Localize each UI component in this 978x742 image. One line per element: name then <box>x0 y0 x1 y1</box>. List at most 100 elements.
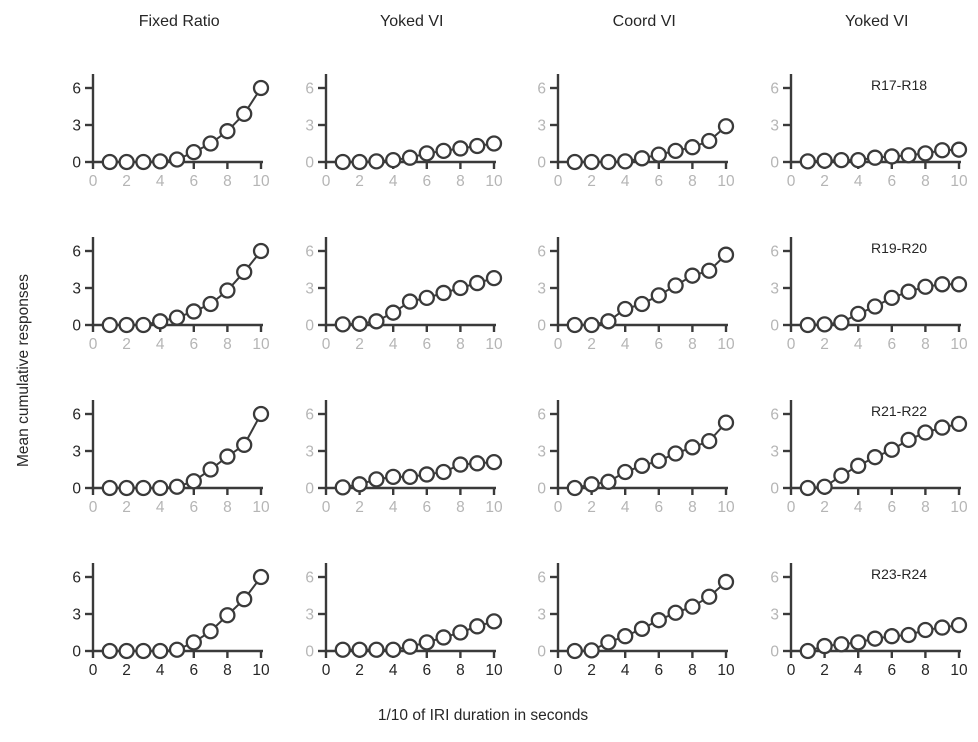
data-point <box>916 278 934 295</box>
data-point <box>600 634 617 651</box>
data-line <box>110 576 263 652</box>
x-tick-label: 4 <box>156 173 165 190</box>
data-line <box>807 283 959 326</box>
data-point <box>253 79 270 97</box>
data-point <box>236 263 253 281</box>
y-tick-label: 0 <box>73 644 82 661</box>
data-point <box>634 150 651 167</box>
data-point <box>468 137 486 155</box>
data-point <box>866 449 883 466</box>
x-tick-label: 0 <box>89 173 98 190</box>
chart-svg: 0 3 6 0 2 4 6 8 10 <box>305 400 503 516</box>
data-point <box>351 476 368 493</box>
data-point <box>118 316 135 334</box>
subplot-row3-col3: 0 3 6 0 2 4 6 8 10 <box>513 370 746 533</box>
y-tick-label: 6 <box>73 407 82 424</box>
data-point <box>135 153 152 171</box>
data-point <box>185 634 203 651</box>
data-point <box>219 123 236 140</box>
data-point <box>118 479 135 497</box>
x-tick-label: 8 <box>688 662 697 679</box>
data-point <box>900 147 917 164</box>
x-tick-label: 10 <box>950 662 968 679</box>
x-tick-label: 6 <box>422 173 431 190</box>
data-point <box>900 626 917 644</box>
y-tick-label: 3 <box>73 444 82 461</box>
data-point <box>718 414 735 431</box>
y-tick-label: 3 <box>305 607 314 624</box>
x-tick-label: 2 <box>588 662 597 679</box>
chart-svg: 0 3 6 0 2 4 6 8 10 R23-R24 <box>770 563 968 679</box>
x-tick-label: 10 <box>253 499 271 516</box>
x-tick-label: 6 <box>190 499 199 516</box>
data-point <box>799 642 816 660</box>
data-point <box>849 152 867 169</box>
subplot-row4-col1: 0 3 6 0 2 4 6 8 10 <box>48 533 281 696</box>
x-tick-label: 6 <box>422 336 431 353</box>
y-tick-label: 6 <box>73 81 82 98</box>
x-tick-label: 2 <box>123 662 132 679</box>
x-tick-label: 10 <box>485 662 503 679</box>
data-line <box>342 620 495 651</box>
data-point <box>933 419 951 436</box>
data-point <box>833 636 850 653</box>
data-point <box>933 619 951 636</box>
x-tick-label: 0 <box>89 336 98 353</box>
x-tick-label: 10 <box>253 662 271 679</box>
data-point <box>368 153 385 170</box>
x-axis-label: 1/10 of IRI duration in seconds <box>377 707 589 724</box>
x-tick-label: 8 <box>223 662 232 679</box>
data-point <box>219 282 236 299</box>
x-tick-label: 8 <box>921 173 930 190</box>
data-point <box>435 142 452 160</box>
x-tick-label: 10 <box>253 336 271 353</box>
data-point <box>401 638 418 655</box>
data-point <box>667 277 685 294</box>
data-point <box>950 276 967 293</box>
y-tick-label: 3 <box>305 118 314 135</box>
x-tick-label: 4 <box>389 662 398 679</box>
data-point <box>368 471 385 488</box>
data-point <box>566 479 584 497</box>
data-point <box>169 641 186 658</box>
data-point <box>900 283 917 300</box>
data-point <box>718 118 735 135</box>
subplot-row1-col4: 0 3 6 0 2 4 6 8 10 R17-R18 <box>746 44 978 207</box>
x-tick-label: 2 <box>123 173 132 190</box>
y-tick-label: 0 <box>538 155 547 172</box>
data-point <box>418 289 435 307</box>
data-point <box>617 628 634 645</box>
data-point <box>900 431 917 449</box>
data-points <box>101 79 270 171</box>
data-line <box>807 148 959 163</box>
x-tick-label: 6 <box>655 336 664 353</box>
data-point <box>866 298 883 315</box>
chart-svg: 0 3 6 0 2 4 6 8 10 R21-R22 <box>770 400 968 516</box>
x-tick-label: 2 <box>820 662 829 679</box>
data-points <box>566 573 735 660</box>
x-tick-label: 4 <box>389 173 398 190</box>
data-point <box>485 135 502 152</box>
x-tick-label: 6 <box>190 662 199 679</box>
x-tick-label: 8 <box>456 499 465 516</box>
y-tick-label: 0 <box>770 644 779 661</box>
subplot-row1-col1: 0 3 6 0 2 4 6 8 10 <box>48 44 281 207</box>
data-point <box>650 452 668 470</box>
data-point <box>253 405 270 423</box>
chart-svg: 0 3 6 0 2 4 6 8 10 <box>538 563 735 679</box>
data-points <box>101 568 270 660</box>
y-tick-label: 0 <box>73 318 82 335</box>
x-tick-label: 0 <box>554 173 563 190</box>
data-point <box>202 623 220 640</box>
x-tick-label: 2 <box>588 173 597 190</box>
chart-svg: 0 3 6 0 2 4 6 8 10 <box>538 400 735 516</box>
data-point <box>849 305 867 323</box>
x-tick-label: 10 <box>253 173 271 190</box>
data-points <box>334 135 502 171</box>
y-tick-label: 6 <box>305 407 314 424</box>
y-tick-label: 0 <box>538 318 547 335</box>
y-tick-label: 6 <box>305 570 314 587</box>
data-line <box>342 461 494 489</box>
data-point <box>435 463 452 481</box>
